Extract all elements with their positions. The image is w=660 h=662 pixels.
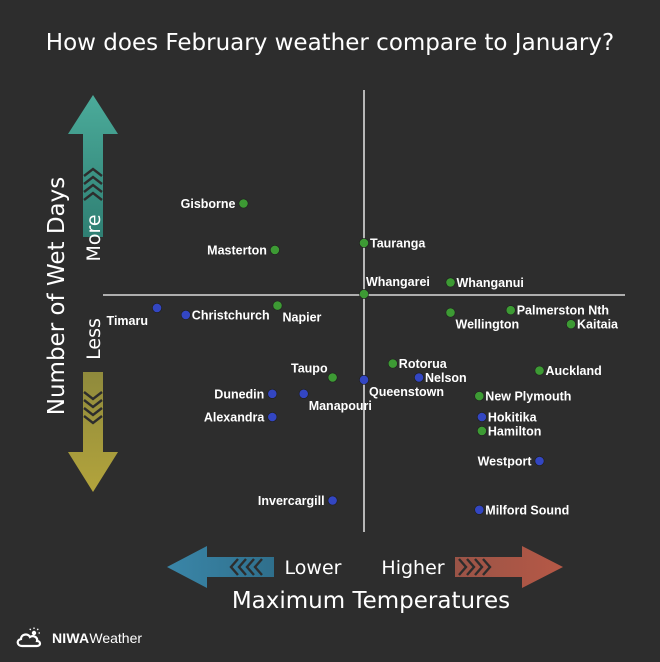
point-gisborne (238, 198, 249, 209)
point-label-new-plymouth: New Plymouth (485, 390, 571, 404)
point-label-manapouri: Manapouri (309, 399, 372, 413)
point-label-hokitika: Hokitika (488, 411, 538, 425)
point-label-gisborne: Gisborne (181, 197, 236, 211)
point-label-hamilton: Hamilton (488, 424, 541, 438)
point-hamilton (476, 425, 487, 436)
point-wellington (445, 307, 456, 318)
point-palmerston-nth (505, 305, 516, 316)
point-napier (272, 300, 283, 311)
point-kaitaia (566, 319, 576, 330)
point-tauranga (359, 238, 369, 248)
point-label-rotorua: Rotorua (399, 357, 448, 371)
point-label-tauranga: Tauranga (370, 237, 426, 251)
point-timaru (152, 302, 162, 313)
less-wet-days-arrow-icon (68, 372, 118, 492)
point-westport (534, 456, 545, 466)
point-invercargill (327, 495, 338, 506)
niwa-weather-logo: NIWA Weather (14, 626, 142, 650)
point-label-taupo: Taupo (291, 362, 328, 376)
point-label-milford-sound: Milford Sound (485, 503, 569, 517)
point-masterton (269, 244, 280, 255)
point-queenstown (359, 374, 369, 385)
point-dunedin (267, 388, 278, 399)
point-label-kaitaia: Kaitaia (577, 318, 619, 332)
point-manapouri (298, 388, 309, 399)
point-label-whangarei: Whangarei (366, 275, 430, 289)
point-label-christchurch: Christchurch (192, 308, 270, 322)
point-christchurch (180, 309, 191, 320)
point-new-plymouth (474, 391, 485, 401)
point-whanganui (445, 277, 456, 288)
point-label-napier: Napier (283, 311, 322, 325)
point-label-whanganui: Whanganui (457, 276, 524, 290)
cloud-sun-icon (16, 627, 42, 648)
point-label-auckland: Auckland (546, 364, 602, 378)
point-label-nelson: Nelson (425, 371, 467, 385)
point-label-dunedin: Dunedin (214, 387, 264, 401)
point-hokitika (476, 412, 487, 422)
point-label-invercargill: Invercargill (258, 494, 325, 508)
y-low-label: Less (83, 318, 105, 360)
point-label-queenstown: Queenstown (369, 385, 444, 399)
more-wet-days-arrow-icon (68, 95, 118, 237)
chart-title: How does February weather compare to Jan… (45, 30, 615, 56)
data-points: Gisborne Masterton Tauranga Whangarei Whanga… (107, 197, 619, 517)
point-whangarei (359, 289, 369, 299)
y-axis-title: Number of Wet Days (44, 177, 70, 415)
point-label-timaru: Timaru (107, 314, 148, 328)
brand-name: NIWA (52, 630, 90, 646)
point-milford-sound (474, 504, 485, 515)
point-label-alexandra: Alexandra (204, 411, 265, 425)
brand-subtitle: Weather (89, 630, 143, 646)
x-high-label: Higher (381, 557, 444, 579)
point-label-palmerston-nth: Palmerston Nth (517, 304, 609, 318)
x-axis-title: Maximum Temperatures (232, 588, 510, 614)
point-alexandra (267, 412, 278, 422)
higher-temperature-arrow-icon (455, 546, 563, 588)
point-rotorua (387, 358, 398, 369)
point-label-westport: Westport (478, 455, 533, 469)
point-label-masterton: Masterton (207, 243, 267, 257)
y-high-label: More (83, 214, 105, 261)
point-label-wellington: Wellington (456, 318, 520, 332)
point-auckland (534, 365, 545, 376)
lower-temperature-arrow-icon (167, 546, 274, 588)
point-taupo (327, 372, 338, 383)
point-nelson (414, 372, 424, 383)
x-low-label: Lower (285, 557, 342, 579)
